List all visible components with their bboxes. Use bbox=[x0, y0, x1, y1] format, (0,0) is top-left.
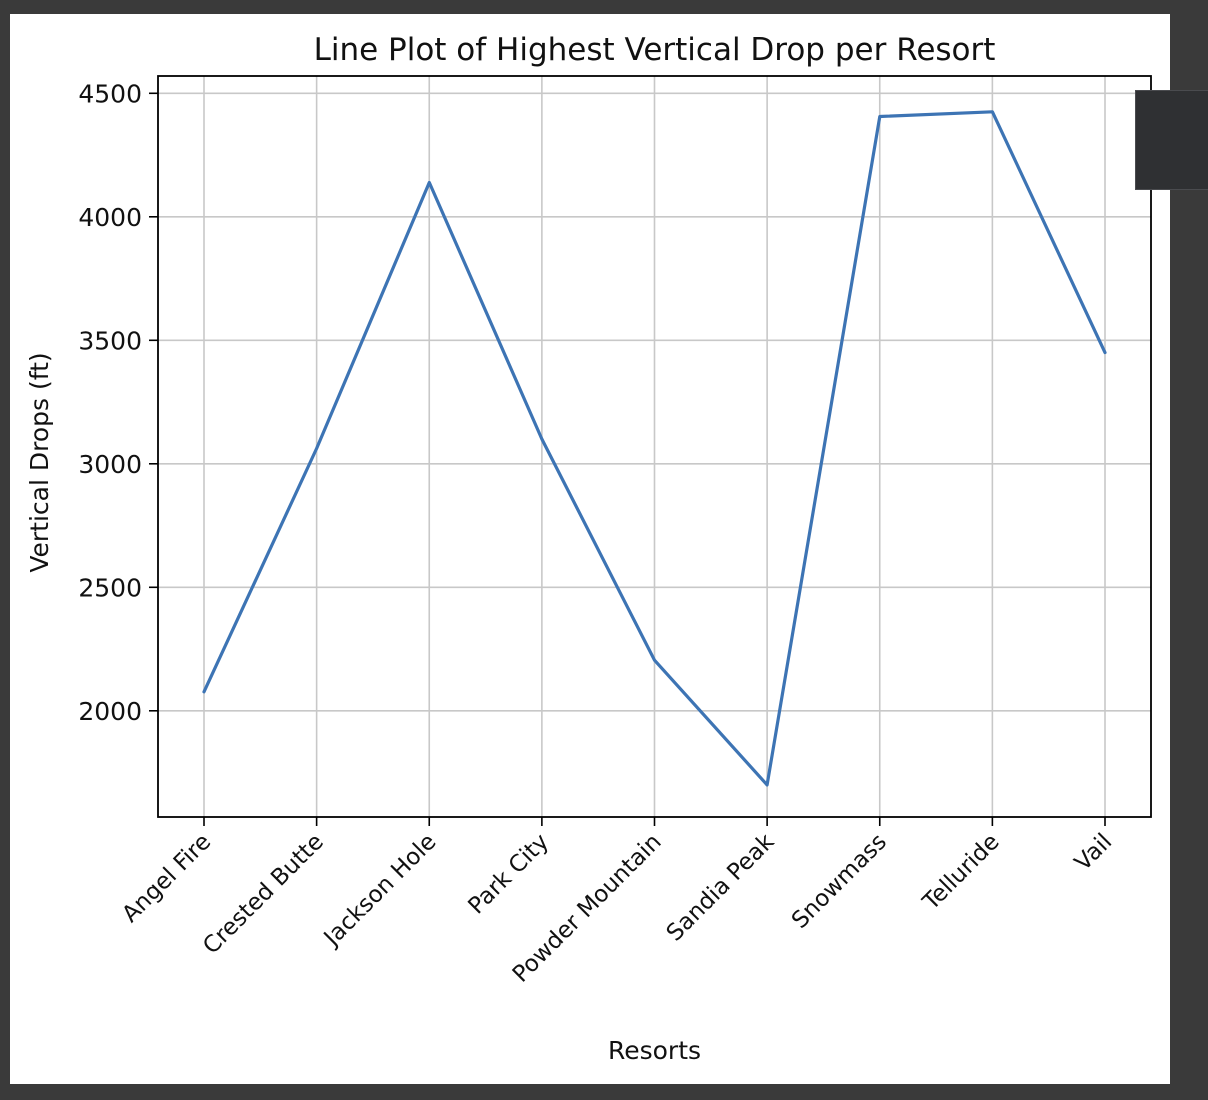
y-tick-label: 4500 bbox=[78, 79, 142, 108]
data-point bbox=[991, 111, 993, 113]
data-point bbox=[316, 447, 318, 449]
chart-figure: 2000 2500 3000 3500 4000 4500 Angel Fire Creste… bbox=[10, 14, 1170, 1084]
x-tick-label: Snowmass bbox=[787, 829, 892, 934]
x-tick-label: Sandia Peak bbox=[662, 828, 780, 946]
x-tick-label: Telluride bbox=[917, 829, 1004, 916]
x-tick-label: Jackson Hole bbox=[318, 829, 442, 953]
grid-lines bbox=[158, 76, 1151, 817]
y-tick-label: 3000 bbox=[78, 450, 142, 479]
data-point bbox=[654, 659, 655, 661]
y-tick-label: 3500 bbox=[78, 326, 142, 355]
tick-layer: 2000 2500 3000 3500 4000 4500 Angel FireCreste… bbox=[78, 79, 1117, 987]
y-tick-label: 2000 bbox=[78, 697, 142, 726]
side-panel-tab[interactable] bbox=[1135, 90, 1208, 190]
x-axis-label: Resorts bbox=[608, 1036, 701, 1065]
x-tick-label: Vail bbox=[1070, 829, 1117, 876]
y-tick-label: 4000 bbox=[78, 203, 142, 232]
data-point bbox=[766, 784, 768, 786]
y-axis-label: Vertical Drops (ft) bbox=[25, 352, 54, 572]
data-point bbox=[541, 438, 543, 440]
x-tick-label: Park City bbox=[464, 829, 555, 920]
chart-title: Line Plot of Highest Vertical Drop per R… bbox=[314, 32, 996, 68]
data-point bbox=[1104, 352, 1106, 354]
x-tick-label: Angel Fire bbox=[117, 829, 216, 928]
y-tick-label: 2500 bbox=[78, 573, 142, 602]
series-layer bbox=[202, 110, 1107, 787]
data-point bbox=[203, 691, 205, 693]
x-tick-label: Crested Butte bbox=[198, 829, 329, 960]
data-point bbox=[879, 116, 881, 118]
data-point bbox=[428, 181, 430, 183]
line-chart: 2000 2500 3000 3500 4000 4500 Angel FireCreste… bbox=[25, 32, 1152, 1065]
